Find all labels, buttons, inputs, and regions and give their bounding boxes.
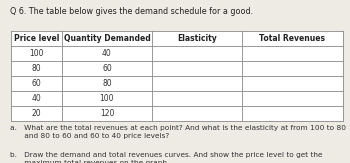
- Text: b.   Draw the demand and total revenues curves. And show the price level to get : b. Draw the demand and total revenues cu…: [10, 152, 323, 163]
- Text: 60: 60: [102, 64, 112, 73]
- Text: 80: 80: [102, 79, 112, 88]
- Text: 120: 120: [100, 109, 114, 118]
- Text: 20: 20: [32, 109, 41, 118]
- Text: a.   What are the total revenues at each point? And what is the elasticity at fr: a. What are the total revenues at each p…: [10, 125, 346, 139]
- Text: 40: 40: [32, 94, 41, 103]
- Text: Q 6. The table below gives the demand schedule for a good.: Q 6. The table below gives the demand sc…: [10, 7, 254, 16]
- Text: Elasticity: Elasticity: [177, 34, 217, 43]
- Text: 40: 40: [102, 49, 112, 58]
- Text: Total Revenues: Total Revenues: [259, 34, 325, 43]
- Text: 100: 100: [29, 49, 43, 58]
- Text: 100: 100: [100, 94, 114, 103]
- Text: Price level: Price level: [14, 34, 59, 43]
- Text: Quantity Demanded: Quantity Demanded: [64, 34, 150, 43]
- Text: 60: 60: [32, 79, 41, 88]
- Text: 80: 80: [32, 64, 41, 73]
